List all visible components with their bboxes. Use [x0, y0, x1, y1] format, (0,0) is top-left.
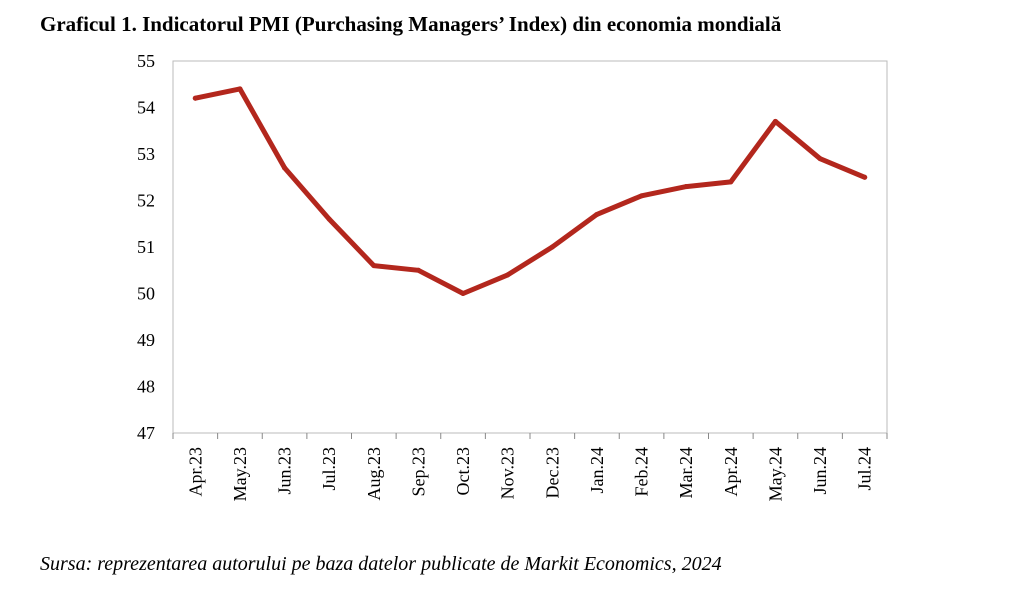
x-tick-label: Aug.23 — [364, 447, 384, 501]
data-point — [415, 267, 421, 273]
data-point — [237, 86, 243, 92]
y-tick-label: 47 — [137, 423, 155, 443]
y-tick-label: 51 — [137, 237, 155, 257]
data-point — [817, 156, 823, 162]
data-point — [639, 193, 645, 199]
x-tick-label: Jul.24 — [855, 447, 875, 491]
x-tick-label: Apr.24 — [721, 447, 741, 497]
x-tick-label: Feb.24 — [632, 447, 652, 497]
x-axis: Apr.23 May.23 Jun.23 Jul.23 Aug.23 Sep.23 Oct.… — [172, 433, 888, 501]
y-axis: 47 48 49 50 51 52 53 54 55 — [137, 51, 155, 443]
data-point — [505, 272, 511, 278]
data-point — [282, 165, 288, 171]
data-point — [728, 179, 734, 185]
y-tick-label: 54 — [137, 98, 155, 118]
y-tick-label: 53 — [137, 144, 155, 164]
x-tick-label: Mar.24 — [676, 447, 696, 499]
source-note: Sursa: reprezentarea autorului pe baza d… — [40, 553, 722, 575]
y-tick-label: 50 — [137, 284, 155, 304]
x-tick-label: Jun.23 — [275, 447, 295, 495]
pmi-line-chart: 47 48 49 50 51 52 53 54 55 Apr.23 May.23 Jun.23 Jul… — [137, 51, 888, 501]
plot-area-border — [172, 60, 888, 434]
chart-title: Graficul 1. Indicatorul PMI (Purchasing … — [40, 12, 782, 36]
x-tick-label: Oct.23 — [453, 447, 473, 496]
x-tick-label: Jun.24 — [810, 447, 830, 495]
data-point — [192, 95, 198, 101]
data-point — [683, 184, 689, 190]
x-tick-label: Jul.23 — [319, 447, 339, 491]
y-tick-label: 52 — [137, 191, 155, 211]
data-point — [862, 174, 868, 180]
data-point — [772, 118, 778, 124]
x-tick-label: Apr.23 — [185, 447, 205, 497]
x-tick-label: Nov.23 — [498, 447, 518, 499]
data-point — [549, 244, 555, 250]
series-layer — [192, 86, 868, 296]
x-tick-label: May.23 — [230, 447, 250, 501]
data-point — [371, 263, 377, 269]
x-tick-label: Sep.23 — [408, 447, 428, 497]
x-tick-label: Jan.24 — [587, 447, 607, 494]
x-tick-label: Dec.23 — [542, 447, 562, 498]
y-tick-label: 48 — [137, 377, 155, 397]
x-tick-label: May.24 — [765, 447, 785, 501]
data-point — [326, 216, 332, 222]
data-point — [460, 291, 466, 296]
y-tick-label: 49 — [137, 330, 155, 350]
y-tick-label: 55 — [137, 51, 155, 71]
series-line-pmi — [192, 86, 868, 296]
data-point — [594, 211, 600, 217]
